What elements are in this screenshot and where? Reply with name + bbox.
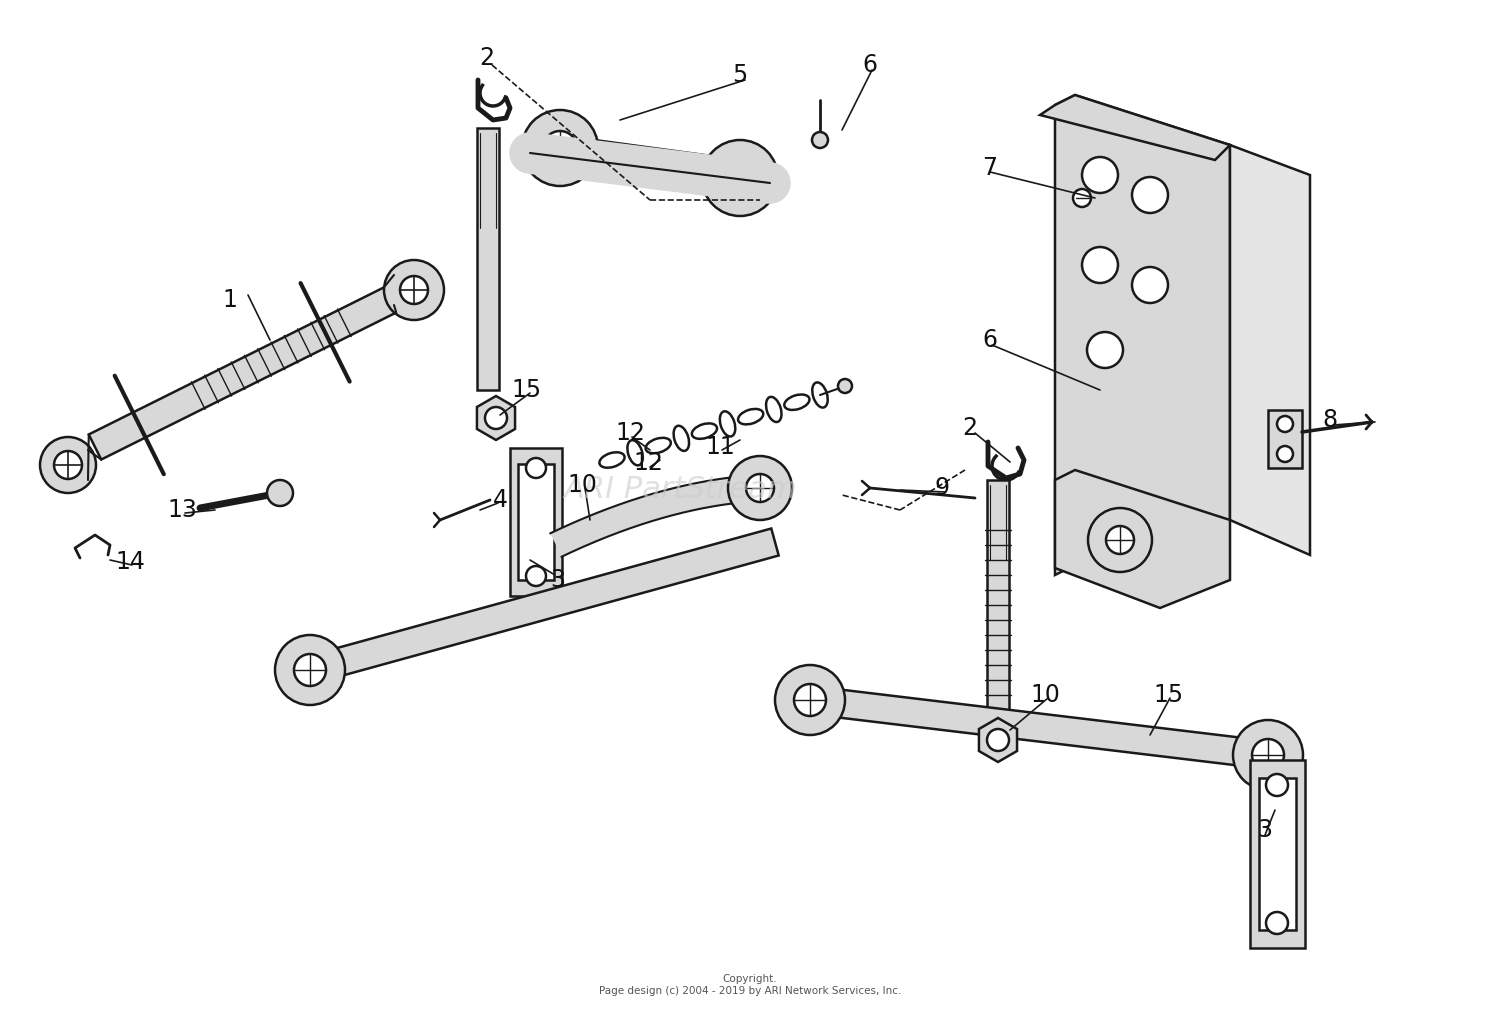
Text: 3: 3 [1257,818,1272,842]
Text: 3: 3 [550,568,566,592]
Text: 13: 13 [166,498,196,522]
Circle shape [1233,720,1304,790]
Circle shape [1266,774,1288,796]
Text: 7: 7 [982,156,998,180]
Polygon shape [1268,410,1302,468]
Text: 10: 10 [1030,683,1060,707]
Circle shape [746,474,774,502]
Circle shape [794,684,826,716]
Text: 2: 2 [963,416,978,440]
Circle shape [384,260,444,320]
Circle shape [1106,526,1134,554]
Ellipse shape [645,438,670,453]
Ellipse shape [784,394,810,409]
Circle shape [294,654,326,686]
Polygon shape [980,718,1017,762]
Ellipse shape [627,440,644,465]
Polygon shape [1054,95,1230,575]
Text: 11: 11 [705,435,735,459]
Ellipse shape [766,397,782,422]
Circle shape [1132,177,1168,213]
Text: 12: 12 [633,451,663,475]
Circle shape [267,480,292,506]
Circle shape [1088,332,1124,368]
Circle shape [728,456,792,520]
Ellipse shape [600,452,624,468]
Text: 6: 6 [862,53,877,77]
Circle shape [987,729,1010,751]
Polygon shape [518,464,554,580]
Circle shape [543,131,578,165]
Polygon shape [1258,778,1296,930]
Polygon shape [987,480,1010,730]
Text: 15: 15 [512,378,542,402]
Polygon shape [88,287,396,460]
Circle shape [40,437,96,493]
Circle shape [400,276,427,304]
Polygon shape [510,448,562,596]
Ellipse shape [692,424,717,439]
Text: 4: 4 [492,488,507,512]
Text: 15: 15 [1154,683,1184,707]
Polygon shape [550,475,760,557]
Ellipse shape [738,408,764,425]
Text: 5: 5 [732,63,747,87]
Circle shape [54,451,82,479]
Circle shape [723,161,758,195]
Circle shape [274,635,345,705]
Text: 2: 2 [480,45,495,70]
Circle shape [1088,508,1152,572]
Circle shape [1266,912,1288,934]
Circle shape [522,110,599,186]
Circle shape [702,140,778,216]
Ellipse shape [674,426,688,451]
Circle shape [526,458,546,478]
Polygon shape [477,128,500,390]
Polygon shape [1054,470,1230,608]
Polygon shape [1040,95,1230,160]
Text: 10: 10 [567,473,597,497]
Polygon shape [808,686,1269,769]
Polygon shape [558,135,742,196]
Polygon shape [1230,145,1310,555]
Text: 12: 12 [615,421,645,445]
Circle shape [839,379,852,393]
Circle shape [526,566,546,586]
Text: 8: 8 [1323,408,1338,432]
Circle shape [1132,267,1168,303]
Text: 1: 1 [222,288,237,312]
Polygon shape [1250,760,1305,948]
Circle shape [1082,157,1118,193]
Polygon shape [477,396,514,440]
Text: 14: 14 [116,550,146,574]
Circle shape [1082,247,1118,283]
Ellipse shape [720,411,735,437]
Polygon shape [306,529,779,683]
Circle shape [1072,189,1090,207]
Ellipse shape [813,382,828,407]
Circle shape [1276,416,1293,432]
Circle shape [1276,446,1293,462]
Text: 9: 9 [934,476,950,500]
Circle shape [484,407,507,429]
Circle shape [776,665,844,735]
Text: ARI PartStream: ARI PartStream [562,475,796,504]
Text: Copyright.
Page design (c) 2004 - 2019 by ARI Network Services, Inc.: Copyright. Page design (c) 2004 - 2019 b… [598,975,902,996]
Text: 6: 6 [982,328,998,352]
Circle shape [812,132,828,148]
Circle shape [1252,739,1284,771]
